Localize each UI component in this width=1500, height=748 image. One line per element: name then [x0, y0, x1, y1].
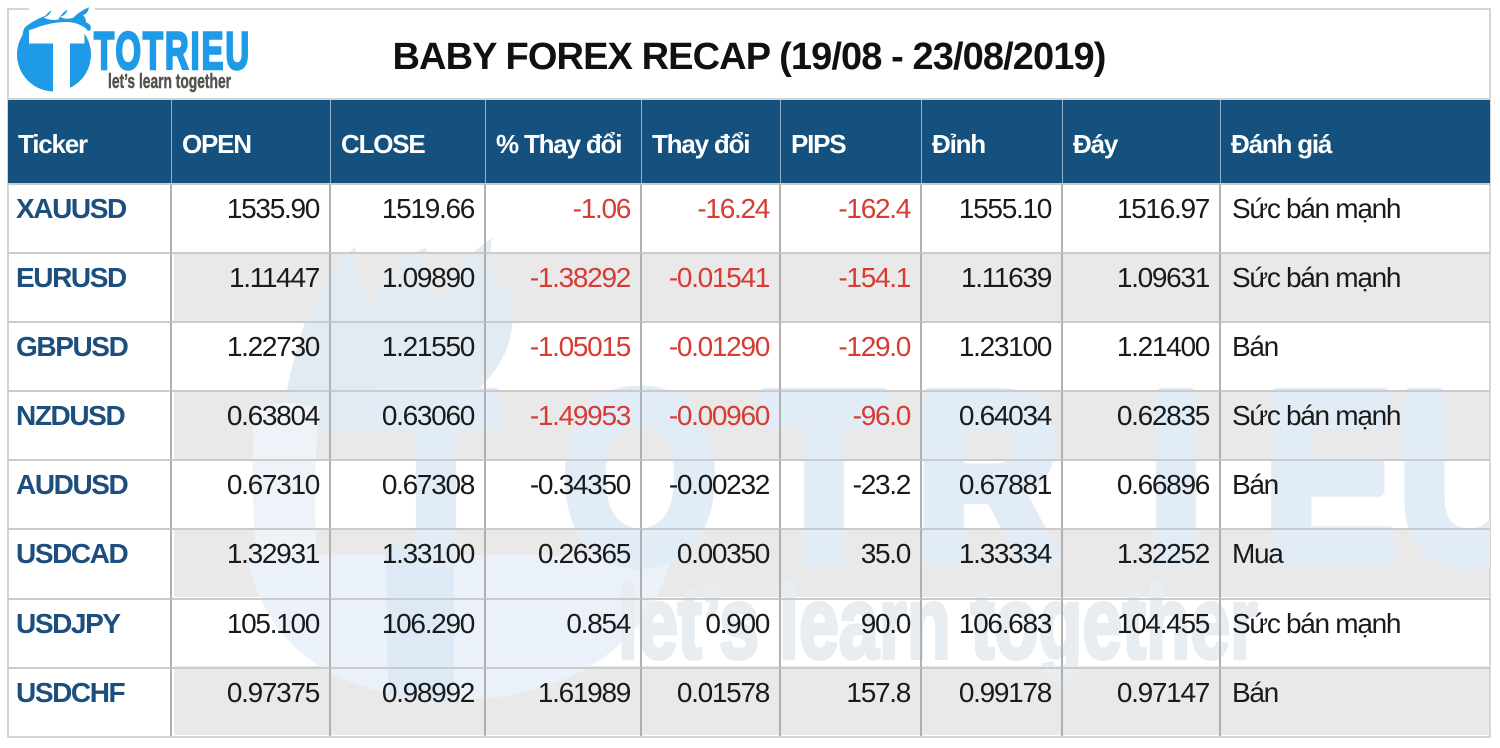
svg-text:T: T — [375, 342, 497, 611]
svg-text:TOTRIEU: TOTRIEU — [94, 22, 251, 81]
svg-text:I: I — [1148, 342, 1203, 611]
svg-text:E: E — [1264, 342, 1397, 611]
svg-text:R: R — [916, 342, 1060, 611]
svg-text:let’s learn together: let’s learn together — [618, 566, 1258, 680]
svg-text:U: U — [1398, 342, 1490, 611]
svg-text:let’s learn together: let’s learn together — [108, 71, 231, 93]
svg-text:T: T — [763, 342, 885, 611]
